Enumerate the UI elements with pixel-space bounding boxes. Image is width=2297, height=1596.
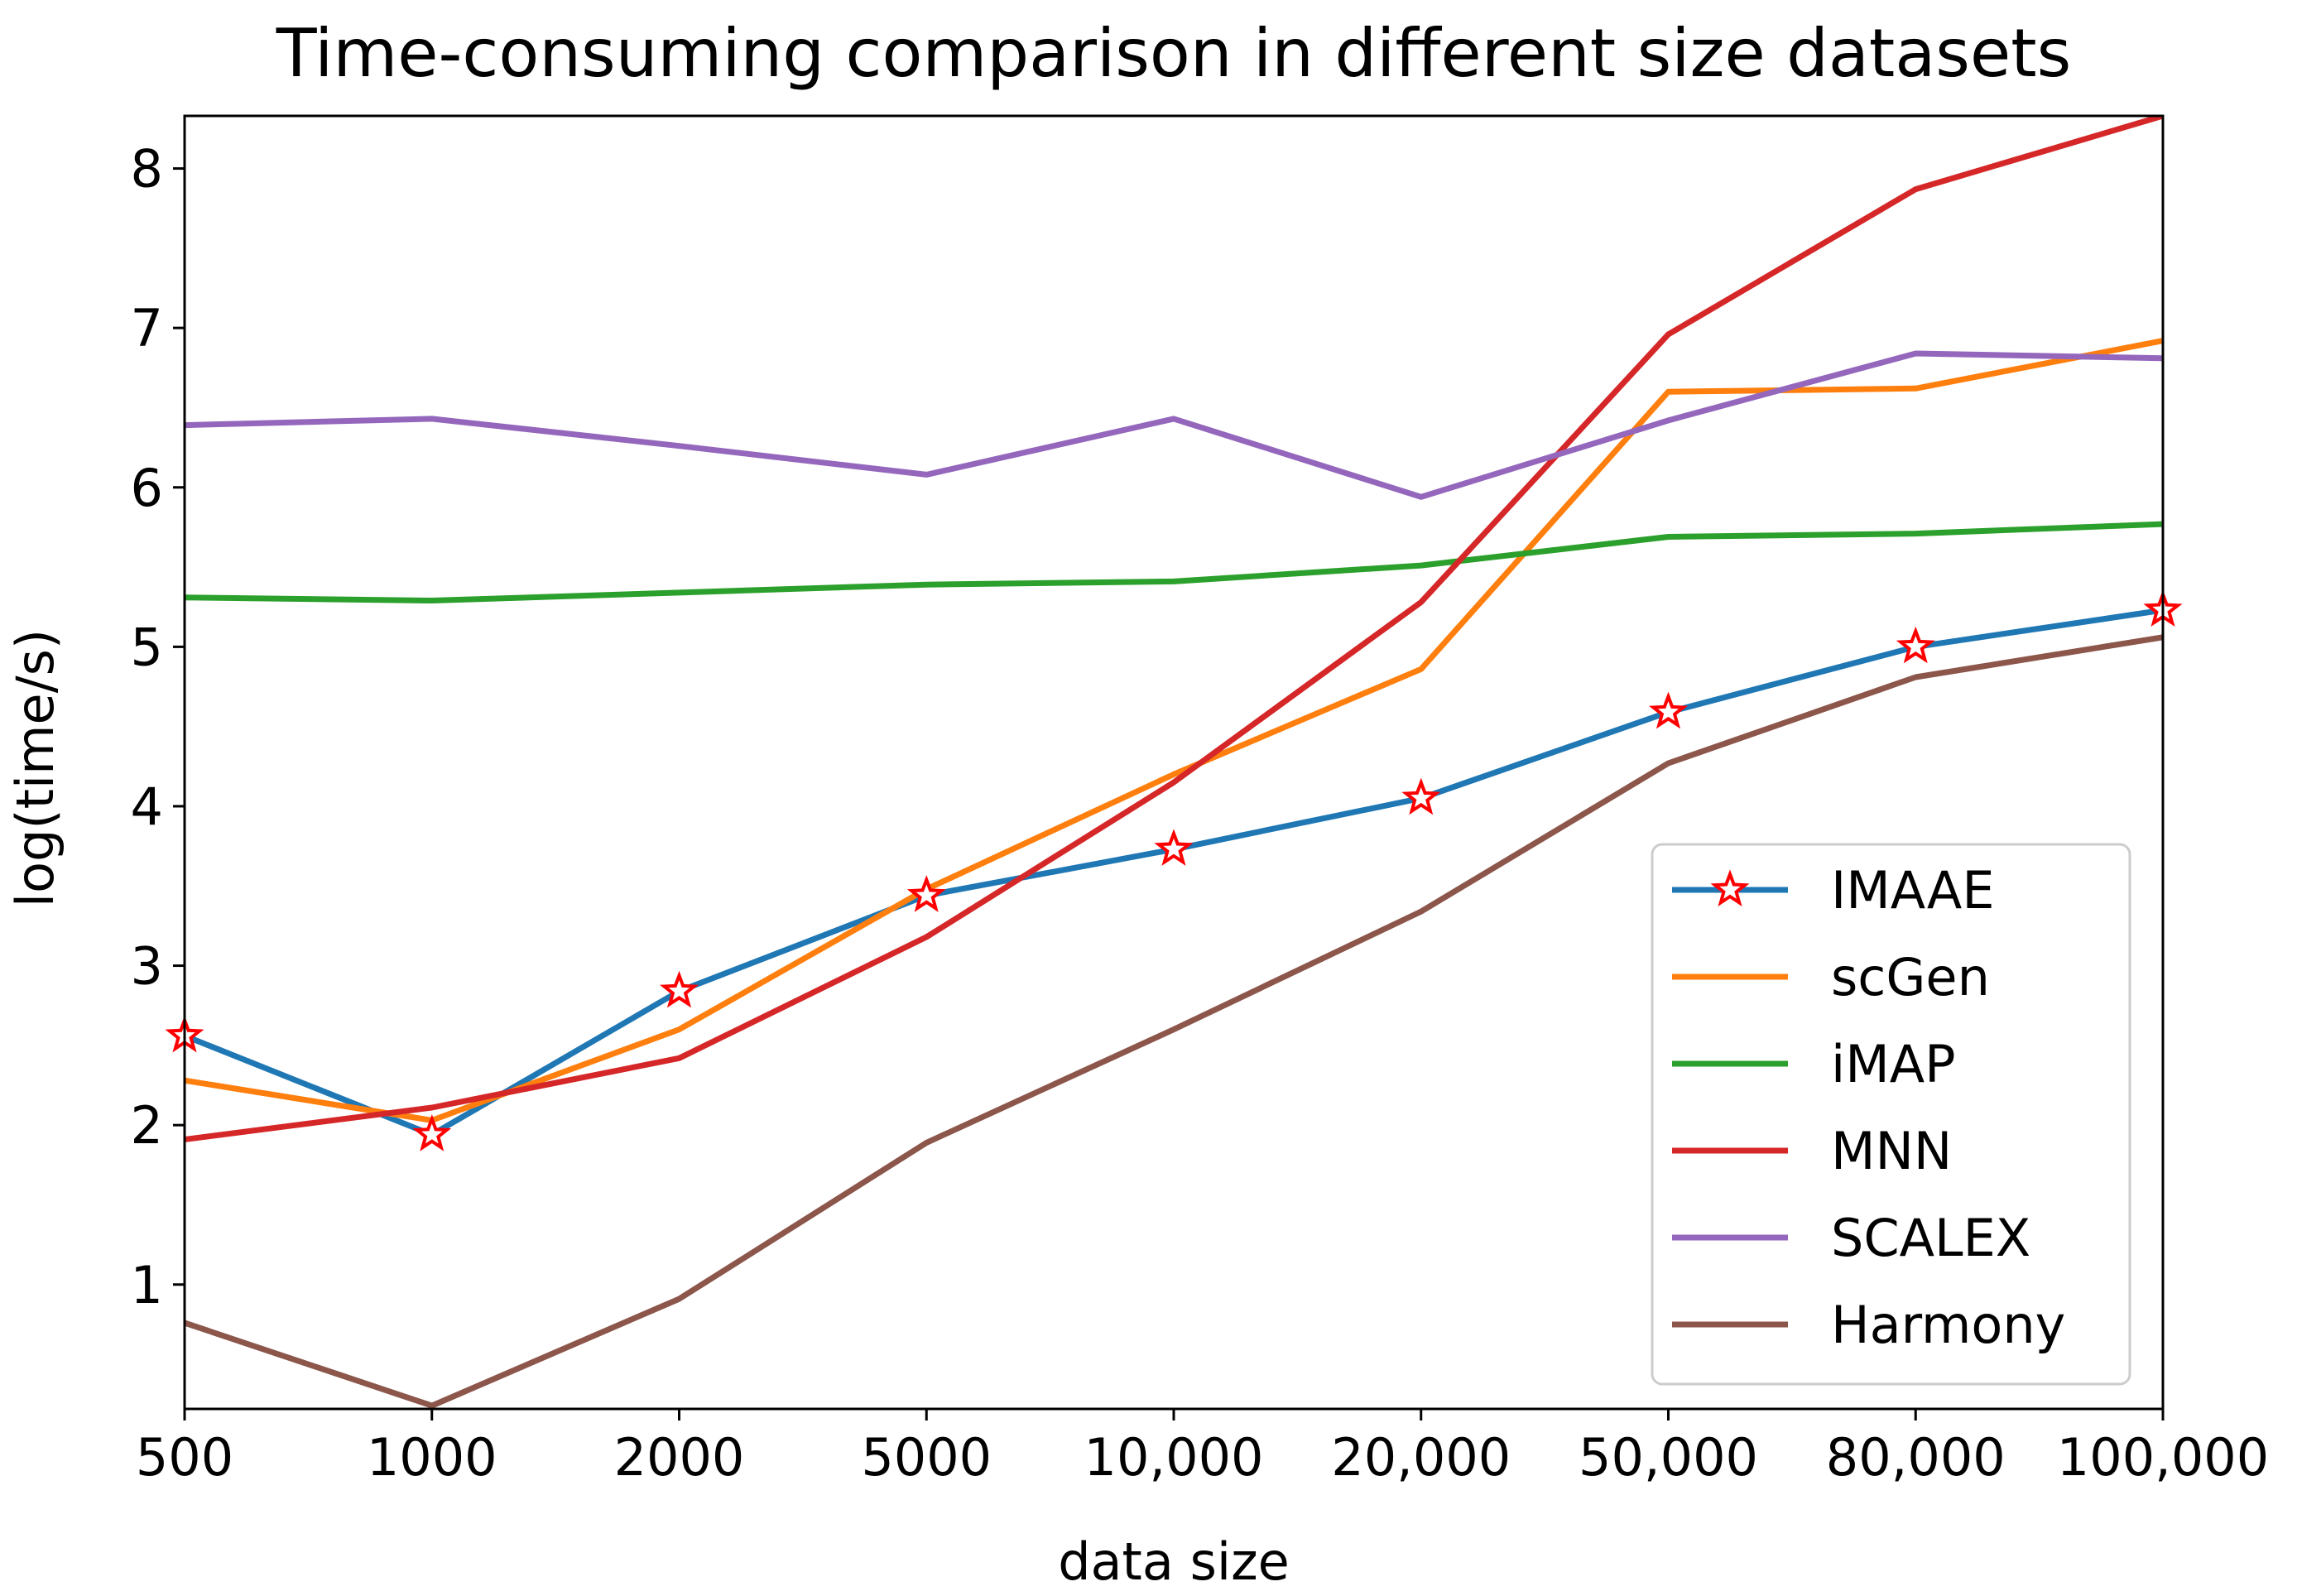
series-line-harmony	[185, 634, 2163, 1409]
series-line-mnn	[185, 116, 2163, 1143]
y-tick-label: 6	[131, 458, 163, 518]
x-tick-label: 5000	[861, 1427, 992, 1488]
legend-marker-imaae	[1710, 869, 1750, 907]
y-tick-label: 1	[131, 1255, 163, 1315]
legend-label-scgen: scGen	[1831, 947, 1990, 1007]
legend-label-scalex: SCALEX	[1831, 1208, 2030, 1268]
data-point-imaae	[659, 970, 699, 1008]
x-tick-label: 10,000	[1084, 1427, 1264, 1488]
legend-label-harmony: Harmony	[1831, 1295, 2065, 1355]
series-line-scalex	[185, 350, 2163, 500]
x-tick-label: 50,000	[1579, 1427, 1758, 1488]
series-layer	[185, 116, 2163, 1409]
y-tick-label: 5	[131, 617, 163, 677]
x-tick-label: 80,000	[1826, 1427, 2006, 1488]
x-tick-label: 1000	[367, 1427, 497, 1488]
data-point-imaae	[1648, 691, 1689, 729]
y-tick-label: 8	[131, 139, 163, 200]
data-point-imaae	[1896, 626, 1935, 664]
y-axis-label: log(time/s)	[5, 629, 65, 907]
x-tick-label: 100,000	[2057, 1427, 2269, 1488]
marker-layer	[165, 589, 2183, 1151]
legend: IMAAE scGen iMAP MNN SCALEX Harmony	[1651, 843, 2131, 1386]
series-line-imap	[185, 521, 2163, 603]
x-axis-label: data size	[1058, 1531, 1290, 1592]
x-tick-label: 500	[136, 1427, 233, 1488]
data-point-imaae	[906, 875, 946, 912]
data-point-imaae	[412, 1114, 452, 1151]
y-tick-label: 3	[131, 936, 163, 997]
data-point-imaae	[1401, 777, 1441, 815]
plot-area	[165, 114, 2183, 1411]
y-axis: 1 2 3 4 5 6 7 8	[131, 139, 185, 1315]
x-tick-label: 20,000	[1331, 1427, 1511, 1488]
legend-label-mnn: MNN	[1831, 1121, 1952, 1181]
y-tick-label: 7	[131, 298, 163, 358]
chart-title: Time-consuming comparison in different s…	[276, 15, 2072, 92]
x-tick-label: 2000	[614, 1427, 745, 1488]
data-point-imaae	[1154, 829, 1194, 866]
legend-items: IMAAE scGen iMAP MNN SCALEX Harmony	[1672, 860, 2065, 1355]
x-axis: 500 1000 2000 5000 10,000 20,000 50,000 80,000 1…	[136, 1409, 2269, 1488]
y-tick-label: 2	[131, 1095, 163, 1156]
legend-label-imaae: IMAAE	[1831, 860, 1995, 921]
y-tick-label: 4	[131, 776, 163, 837]
legend-label-imap: iMAP	[1831, 1034, 1956, 1094]
